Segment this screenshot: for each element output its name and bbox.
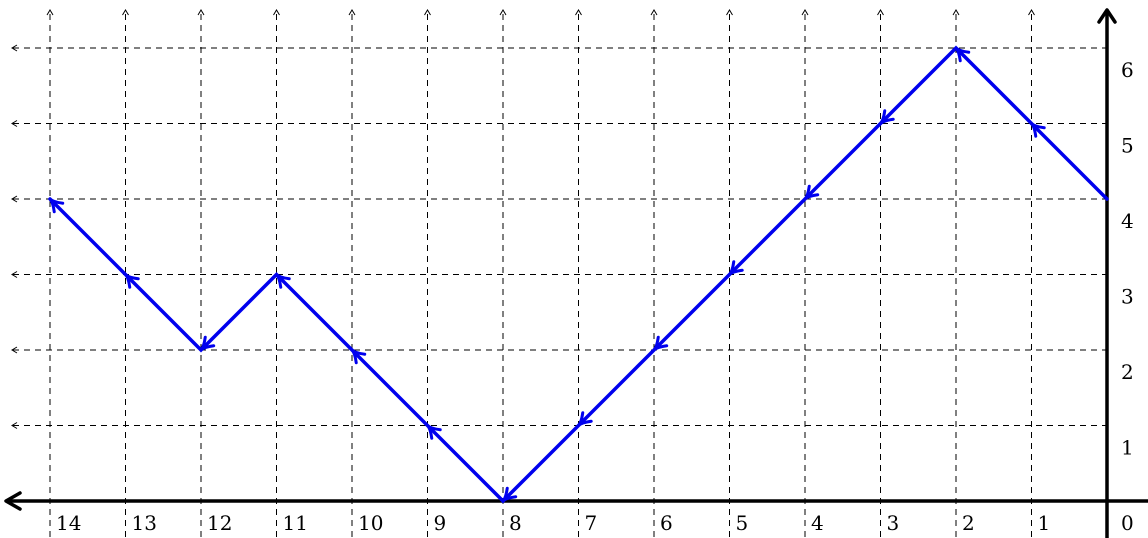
y-tick-label: 4 [1121,209,1134,233]
grid-arrow-icon [348,9,356,16]
series-arrowhead [879,109,895,125]
x-tick-label: 8 [509,511,522,535]
grid-arrow-icon [273,9,280,16]
grid-arrow-icon [11,120,18,127]
x-tick-label: 5 [736,511,749,535]
grid-arrow-icon [11,271,18,278]
x-tick-label: 10 [358,511,383,535]
grid-arrow-icon [952,9,960,16]
grid-arrow-icon [1028,9,1035,16]
x-axis-arrow-icon [4,491,22,511]
grid-arrow-icon [726,9,733,16]
grid-arrow-icon [424,9,431,16]
series-arrowhead [954,46,971,63]
x-tick-label: 12 [207,511,232,535]
series-arrowhead [275,273,291,289]
series-arrowhead [501,486,518,503]
grid-arrow-icon [11,346,18,354]
series-arrowhead [48,197,65,214]
x-tick-label: 6 [660,511,673,535]
grid-arrow-icon [499,9,507,16]
x-tick-label: 2 [962,511,975,535]
x-tick-label: 13 [132,511,157,535]
grid-arrow-icon [122,9,129,16]
x-tick-label: 11 [283,511,308,535]
y-tick-label: 6 [1121,58,1134,82]
grid-arrow-icon [11,422,18,429]
series-arrowhead [199,335,216,352]
grid-arrow-icon [801,9,809,16]
x-tick-label: 3 [887,511,900,535]
grid-arrow-icon [11,195,18,203]
y-axis-arrow-icon [1097,8,1117,24]
x-tick-label: 0 [1121,511,1134,535]
grid [11,9,1107,538]
y-tick-label: 5 [1121,134,1134,158]
grid-arrow-icon [11,44,18,52]
grid-arrow-icon [650,9,658,16]
series-arrowhead [350,348,367,365]
y-tick-label: 3 [1121,285,1134,309]
series-arrowhead [728,260,744,276]
y-tick-label: 2 [1121,360,1134,384]
series-arrowhead [577,411,593,427]
grid-arrow-icon [575,9,582,16]
series-arrowhead [1030,122,1046,138]
series-arrowhead [426,424,442,440]
grid-arrow-icon [197,9,205,16]
x-tick-label: 7 [585,511,598,535]
y-tick-label: 1 [1121,436,1134,460]
x-tick-label: 4 [811,511,824,535]
x-tick-label: 9 [434,511,447,535]
series-arrowhead [803,184,820,201]
series-arrowhead [652,335,669,352]
series-arrowhead [124,273,140,289]
axes [4,8,1148,538]
x-tick-label: 14 [56,511,81,535]
grid-arrow-icon [46,9,54,16]
series-layer [48,45,1109,504]
x-tick-label: 1 [1038,511,1051,535]
grid-arrow-icon [877,9,884,16]
